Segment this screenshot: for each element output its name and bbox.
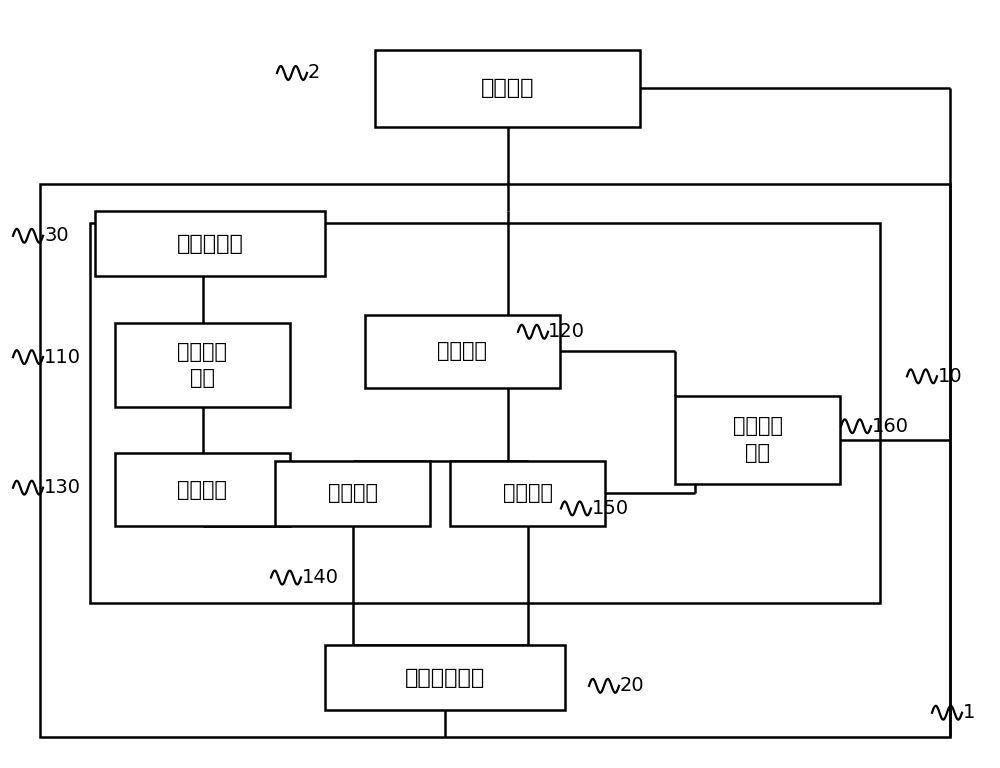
- FancyBboxPatch shape: [115, 453, 290, 526]
- Text: 数据模块: 数据模块: [438, 341, 488, 362]
- Text: 120: 120: [548, 323, 585, 341]
- Text: 比较输出
模块: 比较输出 模块: [733, 416, 783, 463]
- Text: 写入模块: 写入模块: [328, 483, 378, 504]
- Text: 芯片识别码: 芯片识别码: [177, 233, 243, 254]
- FancyBboxPatch shape: [325, 645, 565, 710]
- Text: 20: 20: [620, 677, 645, 695]
- Text: 30: 30: [44, 227, 69, 245]
- FancyBboxPatch shape: [115, 323, 290, 407]
- FancyBboxPatch shape: [95, 211, 325, 276]
- Text: 控制模块: 控制模块: [178, 479, 228, 500]
- Text: 130: 130: [44, 478, 81, 497]
- Text: 160: 160: [872, 417, 909, 435]
- Text: 150: 150: [592, 499, 629, 518]
- Text: 主控设备: 主控设备: [481, 78, 534, 98]
- Text: 2: 2: [308, 64, 320, 82]
- Text: 10: 10: [938, 367, 963, 386]
- FancyBboxPatch shape: [275, 461, 430, 526]
- Text: 110: 110: [44, 348, 81, 366]
- FancyBboxPatch shape: [40, 184, 950, 737]
- FancyBboxPatch shape: [90, 223, 880, 603]
- Text: 1: 1: [963, 703, 975, 722]
- FancyBboxPatch shape: [365, 315, 560, 388]
- Text: 140: 140: [302, 568, 339, 587]
- FancyBboxPatch shape: [675, 396, 840, 484]
- Text: 测试访问端口: 测试访问端口: [405, 667, 485, 688]
- FancyBboxPatch shape: [450, 461, 605, 526]
- Text: 读取模块: 读取模块: [503, 483, 552, 504]
- FancyBboxPatch shape: [375, 50, 640, 127]
- Text: 芯片识别
模块: 芯片识别 模块: [178, 342, 228, 388]
